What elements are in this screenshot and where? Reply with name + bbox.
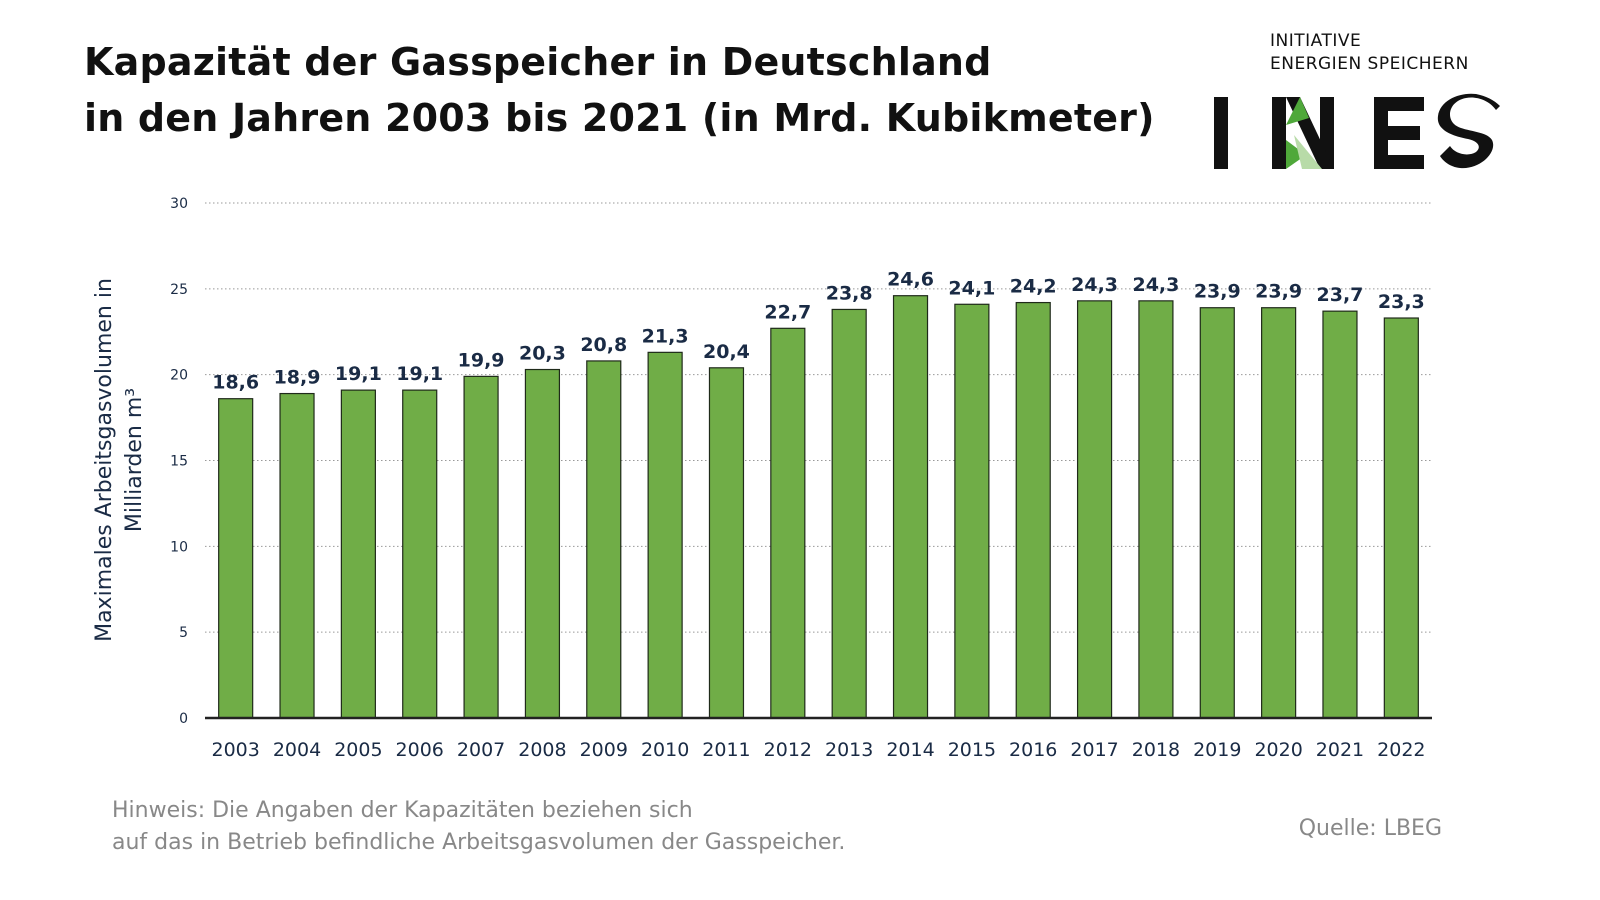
data-label: 23,3 <box>1378 291 1425 313</box>
bar <box>586 360 622 719</box>
x-tick-label: 2017 <box>1070 739 1118 761</box>
bar <box>1076 300 1113 719</box>
bar <box>1199 307 1235 719</box>
data-label: 23,9 <box>1194 281 1241 303</box>
bar <box>892 295 929 719</box>
data-label: 19,1 <box>335 363 382 385</box>
x-tick-label: 2010 <box>641 739 689 761</box>
bar <box>954 303 990 719</box>
logo-subtitle-line-2: ENERGIEN SPEICHERN <box>1270 54 1469 74</box>
y-tick-label: 30 <box>170 196 188 212</box>
data-label: 24,1 <box>948 277 995 299</box>
bar <box>1138 300 1174 719</box>
x-tick-label: 2021 <box>1316 739 1364 761</box>
x-tick-label: 2014 <box>886 739 934 761</box>
bar <box>1015 301 1051 719</box>
note-line-1: Hinweis: Die Angaben der Kapazitäten bez… <box>112 798 693 823</box>
data-label: 24,2 <box>1010 276 1057 298</box>
bar <box>708 367 745 719</box>
bar <box>340 389 376 719</box>
x-tick-label: 2020 <box>1254 739 1302 761</box>
x-tick-label: 2018 <box>1132 739 1180 761</box>
data-label: 21,3 <box>642 325 689 347</box>
chart-title: Kapazität der Gasspeicher in Deutschland… <box>84 34 1155 146</box>
x-tick-label: 2009 <box>580 739 628 761</box>
data-label: 24,6 <box>887 269 934 291</box>
data-label: 20,8 <box>580 334 627 356</box>
data-label: 23,9 <box>1255 281 1302 303</box>
data-label: 23,8 <box>826 282 873 304</box>
note: Hinweis: Die Angaben der Kapazitäten bez… <box>112 795 845 859</box>
data-label: 20,3 <box>519 343 566 365</box>
x-tick-label: 2022 <box>1377 739 1425 761</box>
title-line-2: in den Jahren 2003 bis 2021 (in Mrd. Kub… <box>84 96 1155 140</box>
title-line-1: Kapazität der Gasspeicher in Deutschland <box>84 40 992 84</box>
source: Quelle: LBEG <box>1298 816 1442 841</box>
y-tick-label: 10 <box>170 539 188 555</box>
data-label: 24,3 <box>1071 274 1118 296</box>
bar <box>831 308 867 719</box>
x-tick-label: 2007 <box>457 739 505 761</box>
x-tick-label: 2012 <box>764 739 812 761</box>
data-label: 24,3 <box>1132 274 1179 296</box>
bar <box>218 398 254 719</box>
bar <box>1261 307 1297 719</box>
bar <box>647 351 683 719</box>
data-label: 19,9 <box>458 349 505 371</box>
bar <box>402 389 438 719</box>
bar <box>1322 310 1358 719</box>
bar <box>1383 317 1419 719</box>
ines-logo: INITIATIVE ENERGIEN SPEICHERN <box>1214 30 1514 180</box>
y-tick-label: 20 <box>170 368 188 384</box>
y-tick-label: 15 <box>170 454 188 470</box>
x-tick-label: 2016 <box>1009 739 1057 761</box>
bar <box>524 368 561 719</box>
x-tick-label: 2013 <box>825 739 873 761</box>
data-label: 23,7 <box>1317 284 1364 306</box>
data-label: 19,1 <box>396 363 443 385</box>
x-tick-label: 2015 <box>948 739 996 761</box>
x-tick-label: 2005 <box>334 739 382 761</box>
data-label: 20,4 <box>703 341 750 363</box>
y-tick-label: 0 <box>179 711 188 727</box>
x-tick-label: 2004 <box>273 739 321 761</box>
x-tick-label: 2008 <box>518 739 566 761</box>
x-tick-label: 2006 <box>396 739 444 761</box>
data-label: 22,7 <box>764 301 811 323</box>
note-line-2: auf das in Betrieb befindliche Arbeitsga… <box>112 830 846 855</box>
logo-subtitle: INITIATIVE ENERGIEN SPEICHERN <box>1270 30 1469 76</box>
bar <box>279 392 315 719</box>
logo-mark-icon <box>1214 93 1500 169</box>
bar <box>463 375 499 719</box>
x-tick-label: 2003 <box>211 739 259 761</box>
y-tick-label: 5 <box>179 625 188 641</box>
bar <box>770 327 806 719</box>
data-label: 18,9 <box>274 367 321 389</box>
y-tick-label: 25 <box>170 282 188 298</box>
x-tick-label: 2019 <box>1193 739 1241 761</box>
x-tick-label: 2011 <box>702 739 750 761</box>
logo-subtitle-line-1: INITIATIVE <box>1270 31 1362 51</box>
data-label: 18,6 <box>212 372 259 394</box>
